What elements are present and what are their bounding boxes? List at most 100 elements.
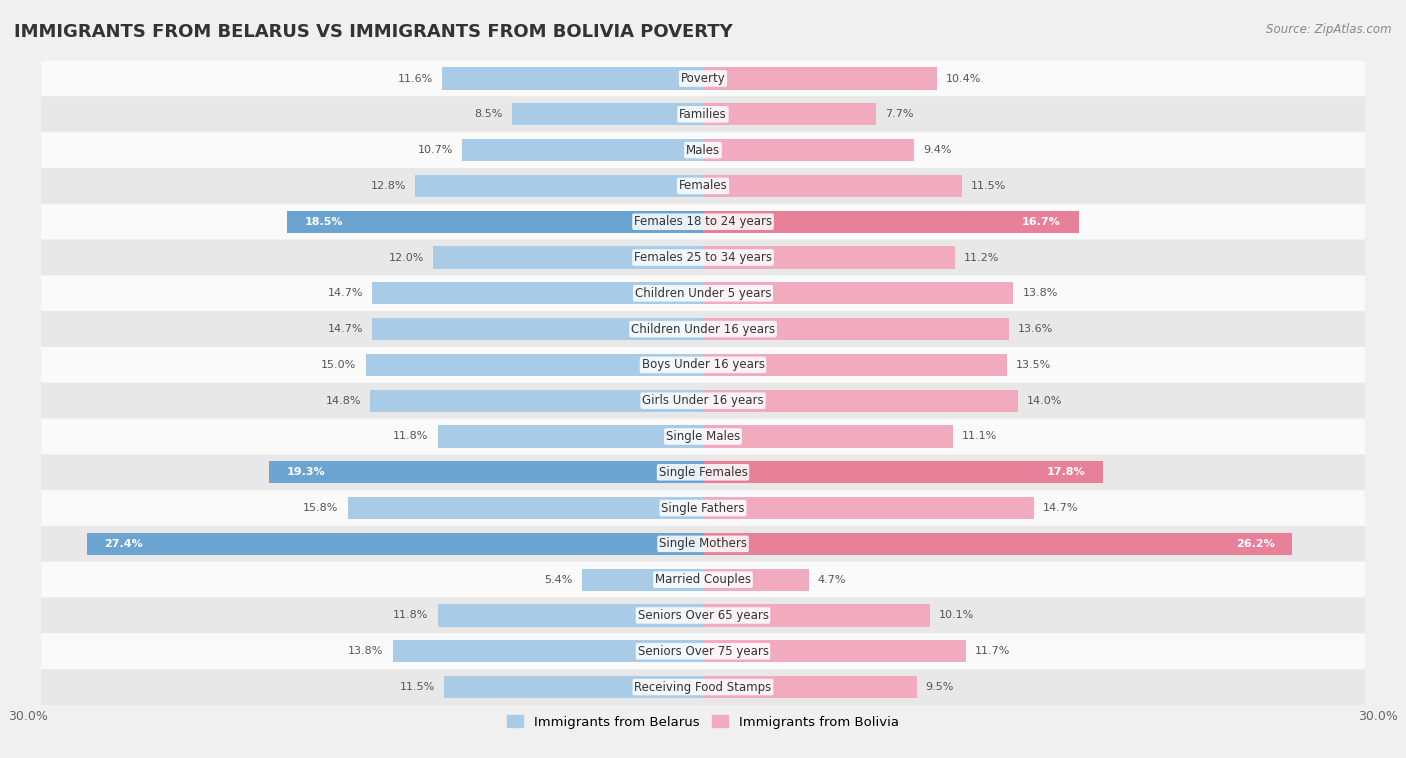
Text: Females: Females (679, 180, 727, 193)
Text: Receiving Food Stamps: Receiving Food Stamps (634, 681, 772, 694)
Text: Boys Under 16 years: Boys Under 16 years (641, 359, 765, 371)
Bar (703, 568, 808, 590)
FancyBboxPatch shape (41, 562, 1365, 597)
Bar (703, 390, 1018, 412)
FancyBboxPatch shape (41, 204, 1365, 240)
Bar (512, 103, 703, 125)
Bar (703, 318, 1010, 340)
Text: 11.5%: 11.5% (401, 682, 436, 692)
Text: 14.0%: 14.0% (1026, 396, 1063, 406)
Bar (373, 318, 703, 340)
Bar (703, 246, 955, 268)
Bar (287, 211, 703, 233)
Text: 12.0%: 12.0% (388, 252, 425, 262)
Text: Single Males: Single Males (666, 430, 740, 443)
Bar (392, 641, 703, 662)
Bar (703, 641, 966, 662)
Bar (703, 211, 1078, 233)
Text: IMMIGRANTS FROM BELARUS VS IMMIGRANTS FROM BOLIVIA POVERTY: IMMIGRANTS FROM BELARUS VS IMMIGRANTS FR… (14, 23, 733, 41)
Text: 11.7%: 11.7% (976, 647, 1011, 656)
FancyBboxPatch shape (41, 490, 1365, 526)
FancyBboxPatch shape (41, 96, 1365, 132)
Text: Single Fathers: Single Fathers (661, 502, 745, 515)
Text: Children Under 16 years: Children Under 16 years (631, 323, 775, 336)
Bar (437, 425, 703, 447)
Text: 14.7%: 14.7% (1043, 503, 1078, 513)
Bar (703, 139, 914, 161)
FancyBboxPatch shape (41, 240, 1365, 275)
Bar (703, 282, 1014, 305)
Text: Source: ZipAtlas.com: Source: ZipAtlas.com (1267, 23, 1392, 36)
Bar (703, 604, 931, 627)
Bar (437, 604, 703, 627)
Text: Single Females: Single Females (658, 465, 748, 479)
FancyBboxPatch shape (41, 597, 1365, 634)
Bar (703, 533, 1292, 555)
FancyBboxPatch shape (41, 634, 1365, 669)
FancyBboxPatch shape (41, 526, 1365, 562)
Text: 27.4%: 27.4% (104, 539, 143, 549)
Text: 17.8%: 17.8% (1047, 467, 1085, 478)
Text: 14.8%: 14.8% (326, 396, 361, 406)
Text: 11.8%: 11.8% (394, 431, 429, 441)
Bar (87, 533, 703, 555)
Text: 11.6%: 11.6% (398, 74, 433, 83)
Text: Families: Families (679, 108, 727, 121)
Bar (703, 425, 953, 447)
Text: 26.2%: 26.2% (1236, 539, 1274, 549)
Bar (415, 175, 703, 197)
FancyBboxPatch shape (41, 61, 1365, 96)
FancyBboxPatch shape (41, 383, 1365, 418)
FancyBboxPatch shape (41, 132, 1365, 168)
Text: Seniors Over 75 years: Seniors Over 75 years (637, 645, 769, 658)
Text: 10.4%: 10.4% (946, 74, 981, 83)
FancyBboxPatch shape (41, 168, 1365, 204)
Bar (703, 676, 917, 698)
Text: Poverty: Poverty (681, 72, 725, 85)
Text: Seniors Over 65 years: Seniors Over 65 years (637, 609, 769, 622)
FancyBboxPatch shape (41, 669, 1365, 705)
Text: 8.5%: 8.5% (474, 109, 503, 119)
Text: 9.5%: 9.5% (925, 682, 955, 692)
Text: Children Under 5 years: Children Under 5 years (634, 287, 772, 300)
Text: 12.8%: 12.8% (371, 181, 406, 191)
Text: 10.1%: 10.1% (939, 610, 974, 621)
Bar (433, 246, 703, 268)
Text: 16.7%: 16.7% (1022, 217, 1060, 227)
FancyBboxPatch shape (41, 347, 1365, 383)
Text: 15.0%: 15.0% (322, 360, 357, 370)
Text: 13.8%: 13.8% (349, 647, 384, 656)
Bar (370, 390, 703, 412)
Text: 18.5%: 18.5% (305, 217, 343, 227)
Text: 5.4%: 5.4% (544, 575, 572, 584)
Bar (703, 497, 1033, 519)
Text: Married Couples: Married Couples (655, 573, 751, 586)
Bar (703, 175, 962, 197)
Text: 13.5%: 13.5% (1015, 360, 1050, 370)
Text: 10.7%: 10.7% (418, 145, 453, 155)
Bar (441, 67, 703, 89)
FancyBboxPatch shape (41, 312, 1365, 347)
FancyBboxPatch shape (41, 275, 1365, 312)
Bar (373, 282, 703, 305)
Legend: Immigrants from Belarus, Immigrants from Bolivia: Immigrants from Belarus, Immigrants from… (502, 709, 904, 734)
Bar (463, 139, 703, 161)
Text: 14.7%: 14.7% (328, 288, 363, 299)
Text: Single Mothers: Single Mothers (659, 537, 747, 550)
Text: 11.2%: 11.2% (965, 252, 1000, 262)
Text: Males: Males (686, 143, 720, 157)
FancyBboxPatch shape (41, 418, 1365, 454)
Text: 15.8%: 15.8% (304, 503, 339, 513)
Text: 13.8%: 13.8% (1022, 288, 1057, 299)
Text: 11.1%: 11.1% (962, 431, 997, 441)
Bar (444, 676, 703, 698)
Bar (703, 103, 876, 125)
Text: 13.6%: 13.6% (1018, 324, 1053, 334)
Text: 19.3%: 19.3% (287, 467, 325, 478)
Bar (347, 497, 703, 519)
Text: 14.7%: 14.7% (328, 324, 363, 334)
Bar (703, 67, 936, 89)
Text: 4.7%: 4.7% (818, 575, 846, 584)
Text: Females 25 to 34 years: Females 25 to 34 years (634, 251, 772, 264)
Text: 9.4%: 9.4% (924, 145, 952, 155)
